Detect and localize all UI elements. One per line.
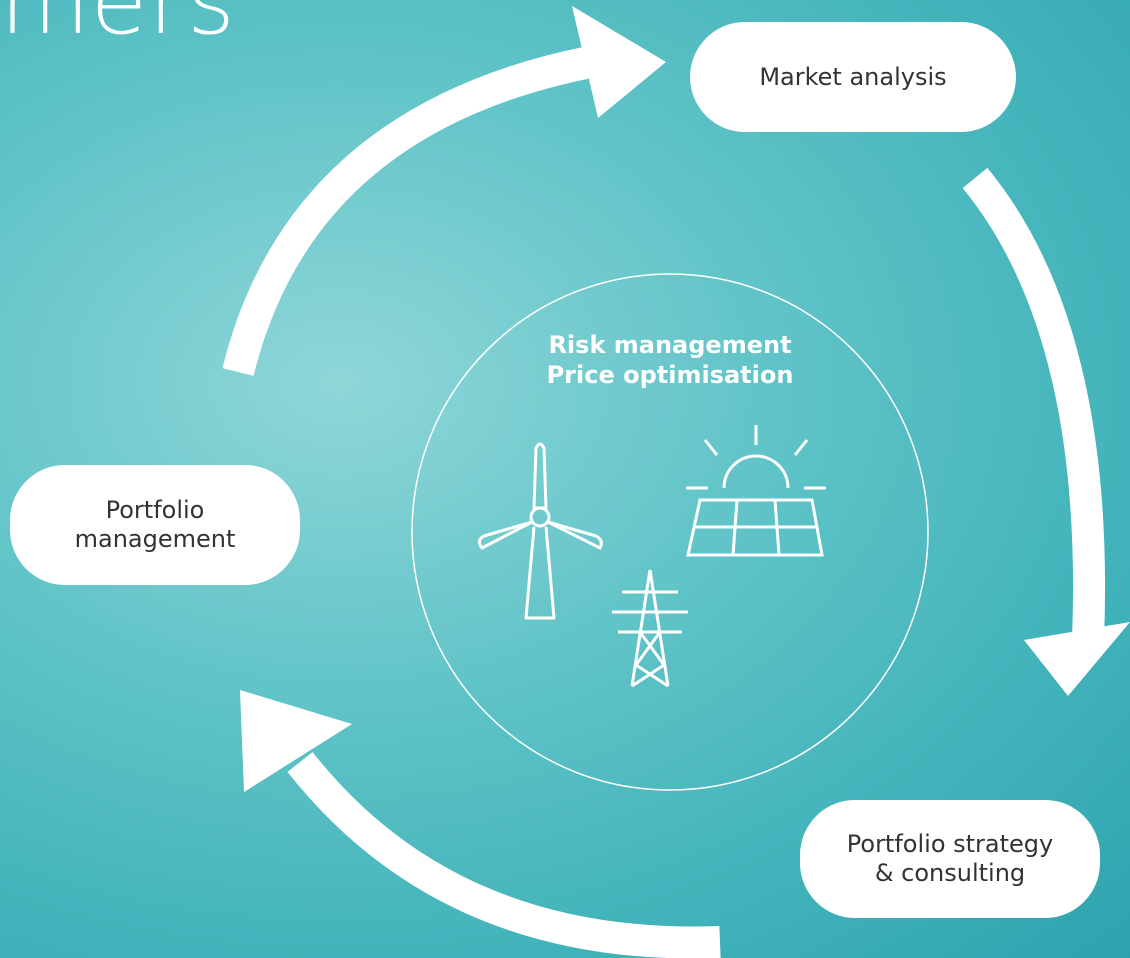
power-pylon-icon bbox=[612, 570, 688, 686]
node-portfolio-strategy: Portfolio strategy & consulting bbox=[800, 800, 1100, 918]
node-label: Portfolio bbox=[106, 496, 205, 525]
node-label: & consulting bbox=[875, 859, 1025, 888]
node-label: Portfolio strategy bbox=[847, 830, 1053, 859]
node-label: Market analysis bbox=[759, 63, 946, 92]
arrow-head bbox=[1024, 622, 1130, 696]
arrow-arc bbox=[975, 178, 1089, 640]
center-line: Risk management bbox=[470, 330, 870, 360]
node-label: management bbox=[75, 525, 236, 554]
node-market-analysis: Market analysis bbox=[690, 22, 1016, 132]
arrow-arc bbox=[238, 62, 590, 372]
diagram: mers Market analysis Portfolio managemen… bbox=[0, 0, 1130, 958]
wind-turbine-icon bbox=[479, 444, 601, 618]
node-portfolio-management: Portfolio management bbox=[10, 465, 300, 585]
center-text: Risk management Price optimisation bbox=[470, 330, 870, 390]
page-title-fragment: mers bbox=[0, 0, 236, 55]
solar-panel-icon bbox=[686, 425, 826, 555]
center-line: Price optimisation bbox=[470, 360, 870, 390]
arrow-head bbox=[572, 6, 666, 118]
